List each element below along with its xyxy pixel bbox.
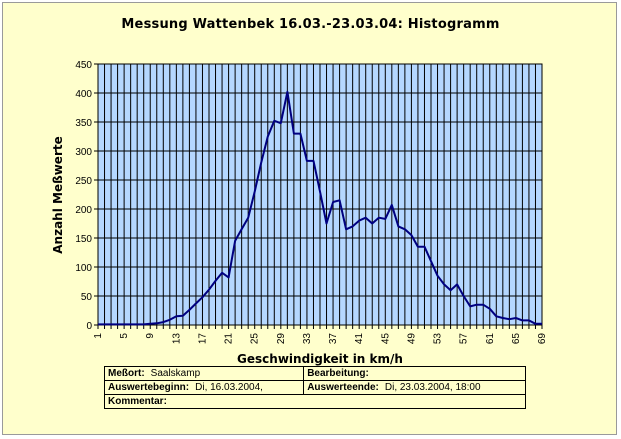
y-axis-label: Anzahl Meßwerte xyxy=(51,136,65,253)
x-axis-label: Geschwindigkeit in km/h xyxy=(237,352,403,366)
y-tick-label: 250 xyxy=(75,176,92,187)
x-tick-labels: 1 5 9 13 17 21 25 29 33 37 41 45 49 53 57 61 65 69 xyxy=(93,333,548,345)
series-group xyxy=(98,90,542,326)
x-tick-label: 33 xyxy=(302,333,313,345)
y-tick-label: 50 xyxy=(81,292,93,303)
x-tick-label: 29 xyxy=(276,333,287,345)
x-tick-label: 61 xyxy=(485,333,496,345)
x-tick-label: 1 xyxy=(93,333,104,339)
kommentar-label: Kommentar: xyxy=(108,396,167,407)
info-cell-bearbeitung: Bearbeitung: xyxy=(303,366,526,381)
x-tick-label: 57 xyxy=(459,333,470,345)
x-tick-label: 41 xyxy=(354,333,365,345)
ende-label: Auswerteende: xyxy=(307,382,379,393)
x-tick-label: 9 xyxy=(145,333,156,339)
x-tick-label: 21 xyxy=(224,333,235,345)
x-tick-label: 13 xyxy=(171,333,182,345)
info-row-1: Meßort: Saalskamp Bearbeitung: xyxy=(103,366,526,381)
info-row-2: Auswertebeginn: Di, 16.03.2004, Auswertee… xyxy=(103,380,526,395)
beginn-label: Auswertebeginn: xyxy=(108,382,190,393)
ende-value: Di, 23.03.2004, 18:00 xyxy=(384,382,481,393)
series-line xyxy=(98,90,542,326)
x-tick-label: 45 xyxy=(380,333,391,345)
grid-lines xyxy=(97,63,543,326)
x-tick-label: 25 xyxy=(250,333,261,345)
messort-value: Saalskamp xyxy=(150,368,201,379)
chart-title: Messung Wattenbek 16.03.-23.03.04: Histo… xyxy=(121,17,500,32)
info-cell-ende: Auswerteende: Di, 23.03.2004, 18:00 xyxy=(303,380,526,395)
x-tick-label: 53 xyxy=(433,333,444,345)
y-tick-label: 100 xyxy=(75,263,92,274)
axes xyxy=(94,63,543,329)
info-cell-beginn: Auswertebeginn: Di, 16.03.2004, xyxy=(103,380,305,395)
y-tick-label: 300 xyxy=(75,147,92,158)
messort-label: Meßort: xyxy=(108,368,145,379)
x-tick-label: 17 xyxy=(197,333,208,345)
y-tick-label: 400 xyxy=(75,89,92,100)
x-tick-label: 69 xyxy=(537,333,548,345)
info-cell-kommentar: Kommentar: xyxy=(104,394,526,409)
y-tick-label: 0 xyxy=(86,321,92,332)
beginn-value: Di, 16.03.2004, xyxy=(195,382,263,393)
x-tick-label: 65 xyxy=(511,333,522,345)
y-tick-label: 150 xyxy=(75,234,92,245)
info-cell-messort: Meßort: Saalskamp xyxy=(103,366,305,381)
bearbeitung-label: Bearbeitung: xyxy=(307,368,369,379)
y-tick-label: 350 xyxy=(75,118,92,129)
x-tick-label: 49 xyxy=(406,333,417,345)
info-row-3: Kommentar: xyxy=(104,394,526,409)
y-tick-labels: 0 50 100 150 200 250 300 350 400 450 xyxy=(75,60,92,332)
y-tick-label: 200 xyxy=(75,205,92,216)
x-tick-label: 5 xyxy=(119,333,130,339)
info-table: Meßort: Saalskamp Bearbeitung: Auswertebe… xyxy=(103,366,526,409)
x-tick-label: 37 xyxy=(328,333,339,345)
y-tick-label: 450 xyxy=(75,60,92,71)
